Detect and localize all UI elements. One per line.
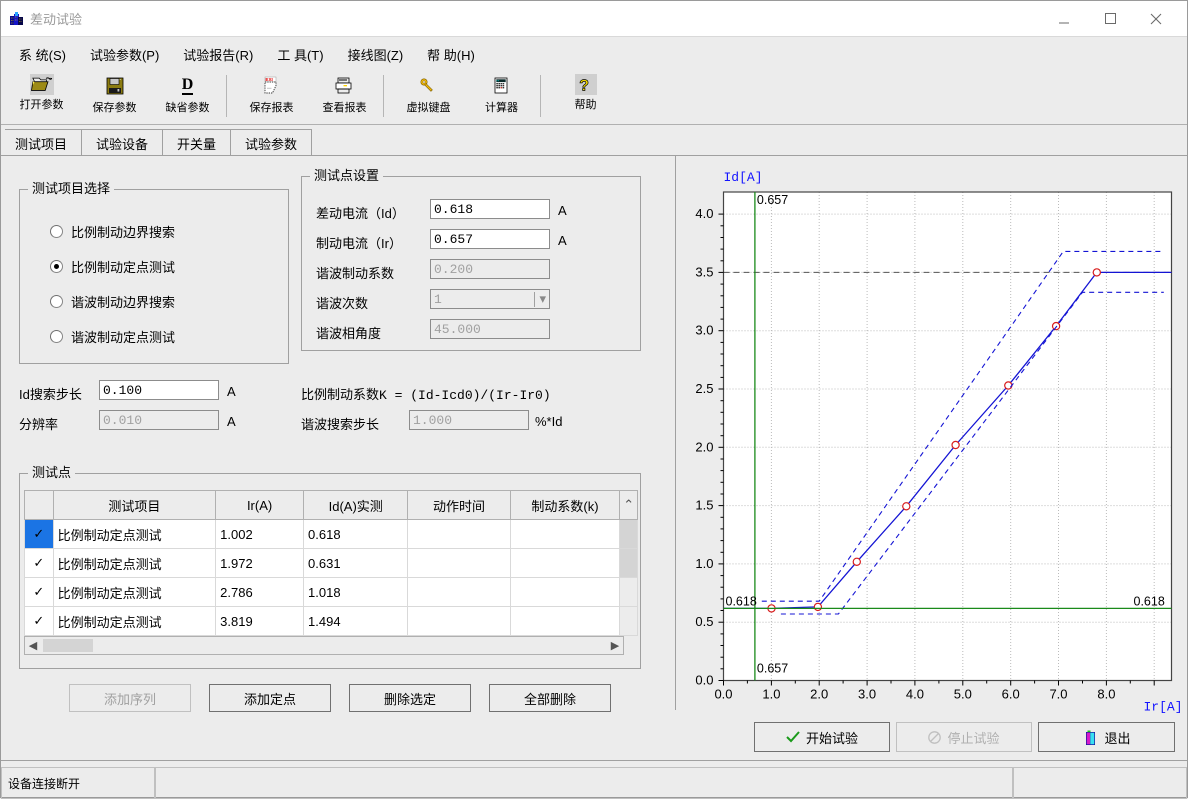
svg-text:2.0: 2.0 xyxy=(695,439,713,454)
svg-text:3.0: 3.0 xyxy=(695,323,713,338)
svg-text:1.5: 1.5 xyxy=(695,498,713,513)
svg-text:2.0: 2.0 xyxy=(810,687,828,702)
svg-text:0.0: 0.0 xyxy=(714,687,732,702)
svg-text:1.0: 1.0 xyxy=(695,556,713,571)
svg-text:0.657: 0.657 xyxy=(757,193,788,207)
svg-text:2.5: 2.5 xyxy=(695,381,713,396)
svg-text:4.0: 4.0 xyxy=(695,206,713,221)
svg-text:5.0: 5.0 xyxy=(954,687,972,702)
svg-text:0.657: 0.657 xyxy=(757,662,788,676)
svg-text:1.0: 1.0 xyxy=(762,687,780,702)
svg-text:0.618: 0.618 xyxy=(1134,594,1165,608)
svg-text:6.0: 6.0 xyxy=(1002,687,1020,702)
svg-text:8.0: 8.0 xyxy=(1097,687,1115,702)
svg-text:3.5: 3.5 xyxy=(695,264,713,279)
svg-text:3.0: 3.0 xyxy=(858,687,876,702)
svg-text:4.0: 4.0 xyxy=(906,687,924,702)
svg-text:?: ? xyxy=(579,77,589,94)
svg-text:0.618: 0.618 xyxy=(726,594,757,608)
svg-text:Id[A]: Id[A] xyxy=(724,170,763,185)
svg-text:7.0: 7.0 xyxy=(1049,687,1067,702)
svg-text:0.0: 0.0 xyxy=(695,673,713,688)
svg-text:EXI: EXI xyxy=(265,77,272,82)
svg-text:0.5: 0.5 xyxy=(695,614,713,629)
